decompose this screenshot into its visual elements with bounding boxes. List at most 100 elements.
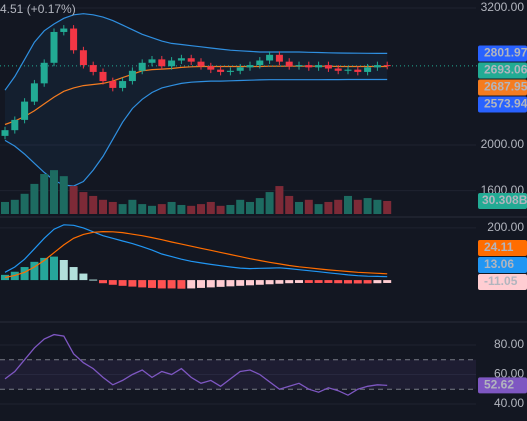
histogram-bar [285,280,294,284]
candle-body [354,69,362,72]
candle-body [246,65,254,68]
candle-body [30,83,38,102]
price-marker [478,96,527,113]
price-marker [478,377,527,394]
band-lower [4,78,388,187]
candle-body [207,66,215,70]
histogram-bar [265,280,274,285]
price-marker-label: 52.62 [484,378,514,392]
volume-marker [478,193,527,209]
candle-body [50,31,58,63]
candle-body [138,62,146,71]
candle-body [226,70,234,72]
candle-body [324,65,332,69]
volume-bar [69,186,78,214]
volume-bar [363,198,372,214]
candle-body [197,61,205,67]
price-marker [478,62,527,79]
histogram-bar [89,279,98,281]
volume-bar [79,192,88,214]
histogram-bar [206,280,215,288]
candle-body [364,67,372,72]
candle-body [89,65,97,72]
candle-body [315,65,323,68]
histogram-bar [246,280,254,286]
y-tick-label: 60.00 [494,367,524,381]
volume-bar [206,201,215,214]
volume-bar [187,205,196,214]
histogram-bar [148,280,156,288]
histogram-bar [157,280,166,289]
candle-body [79,50,87,66]
histogram-bar [20,267,29,281]
volume-bar [40,174,49,214]
y-tick-label: 2000.00 [481,137,525,151]
histogram-bar [373,280,382,284]
histogram-bar [167,280,176,289]
histogram-bar [99,280,107,284]
histogram-bar [138,280,147,288]
candle-body [383,65,391,67]
rsi-line [4,333,388,396]
histogram-bar [187,280,196,289]
y-tick-label: 3200.00 [481,0,525,14]
volume-bar [334,199,343,214]
price-marker [478,274,527,290]
volume-bar [128,199,137,214]
volume-bar [344,195,352,214]
band-upper [4,13,388,91]
price-marker-label: 2573.94 [484,97,527,111]
histogram-bar [353,280,362,284]
candle-body [177,58,185,61]
histogram-bar [295,280,303,283]
candle-body [40,62,48,84]
histogram-bar [236,280,245,286]
candle-body [305,65,313,68]
price-marker [478,79,527,96]
price-marker-label: 24.11 [484,240,514,254]
volume-bar [373,199,382,214]
y-tick-label: 80.00 [494,337,524,351]
histogram-bar [304,280,313,283]
candle-body [266,54,274,61]
candle-body [187,58,195,62]
candle-body [285,61,293,67]
volume-bar [226,204,235,214]
candle-body [334,68,342,71]
volume-bar [108,201,117,214]
histogram-bar [314,280,323,283]
volume-bar [177,204,186,214]
candle-body [128,70,136,82]
volume-bar [275,186,284,214]
histogram-bar [334,280,343,284]
histogram-bar [108,280,117,285]
histogram-bar [363,280,372,284]
candle-body [295,65,303,67]
price-marker-label: 2687.95 [484,80,527,94]
volume-bar [216,205,225,214]
band-fill [5,13,388,187]
price-marker [478,240,527,256]
histogram-bar [216,280,225,287]
volume-bar [295,201,303,214]
volume-bar [353,199,362,214]
rsi-band [0,359,476,390]
histogram-bar [30,261,39,281]
signal-line [4,230,388,279]
volume-bar [20,193,29,214]
volume-bar [157,204,166,214]
candle-body [119,81,127,88]
candle-body [168,60,176,67]
histogram-bar [40,257,49,281]
volume-bar [255,198,264,214]
price-marker-label: 2693.06 [484,63,527,77]
histogram-bar [128,280,137,287]
candle-body [373,65,381,68]
volume-bar [246,201,254,214]
candle-body [109,81,117,88]
volume-bar [1,201,9,214]
volume-bar [167,201,176,214]
volume-bar [138,204,147,214]
volume-bar [265,192,274,214]
